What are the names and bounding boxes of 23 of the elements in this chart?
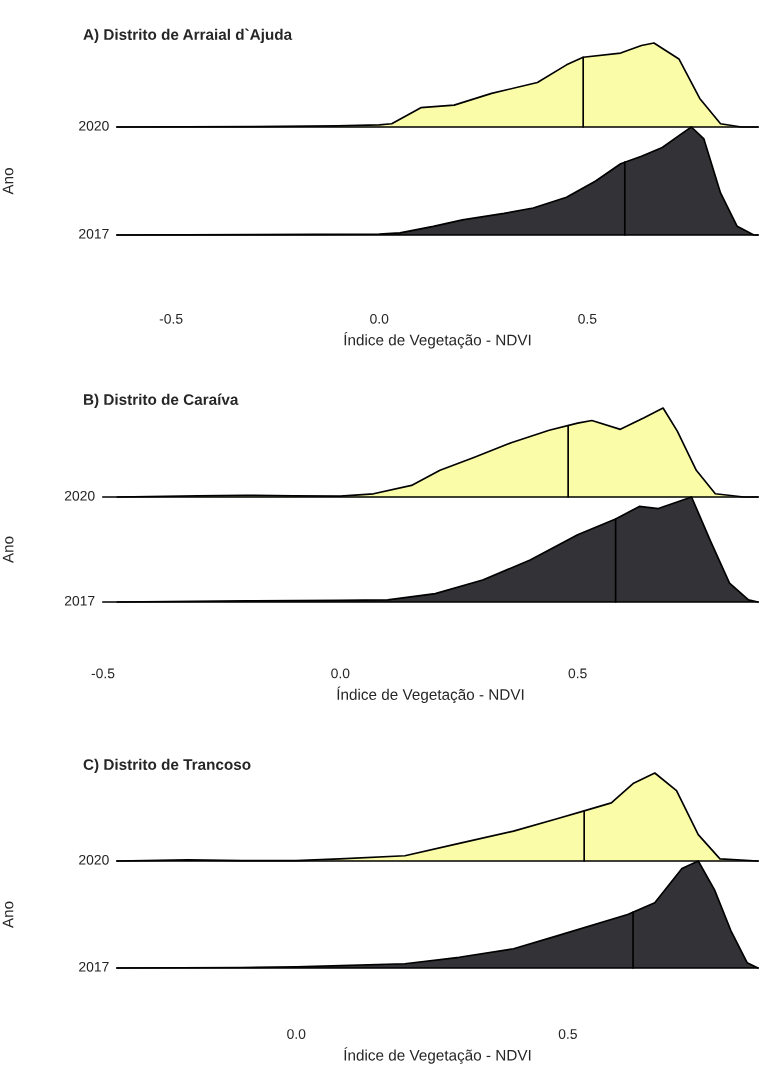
x-tick-label: -0.5 <box>91 668 115 679</box>
y-axis-title: Ano <box>2 168 14 195</box>
x-axis-title: Índice de Vegetação - NDVI <box>344 332 531 349</box>
y-axis-title: Ano <box>2 536 14 564</box>
chart-title: B) Distrito de Caraíva <box>84 393 239 408</box>
x-tick-label: -0.5 <box>159 313 183 324</box>
x-tick-label: 0.0 <box>331 668 350 679</box>
x-tick-label: 0.5 <box>578 313 597 324</box>
x-axis-title: Índice de Vegetação - NDVI <box>337 686 524 704</box>
series-label: 2020 <box>79 120 109 131</box>
x-tick-label: 0.5 <box>558 1029 577 1039</box>
y-axis-title: Ano <box>2 901 14 929</box>
series-label: 2020 <box>64 490 95 501</box>
chart-title: A) Distrito de Arraial d`Ajuda <box>83 28 293 43</box>
series-label: 2017 <box>79 228 109 239</box>
x-tick-label: 0.0 <box>287 1029 306 1039</box>
series-label: 2017 <box>64 595 95 606</box>
x-tick-label: 0.0 <box>370 313 389 324</box>
chart-title: C) Distrito de Trancoso <box>83 758 251 773</box>
x-tick-label: 0.5 <box>568 668 587 679</box>
series-label: 2020 <box>79 854 109 865</box>
x-axis-title: Índice de Vegetação - NDVI <box>344 1047 531 1064</box>
series-label: 2017 <box>79 961 109 972</box>
